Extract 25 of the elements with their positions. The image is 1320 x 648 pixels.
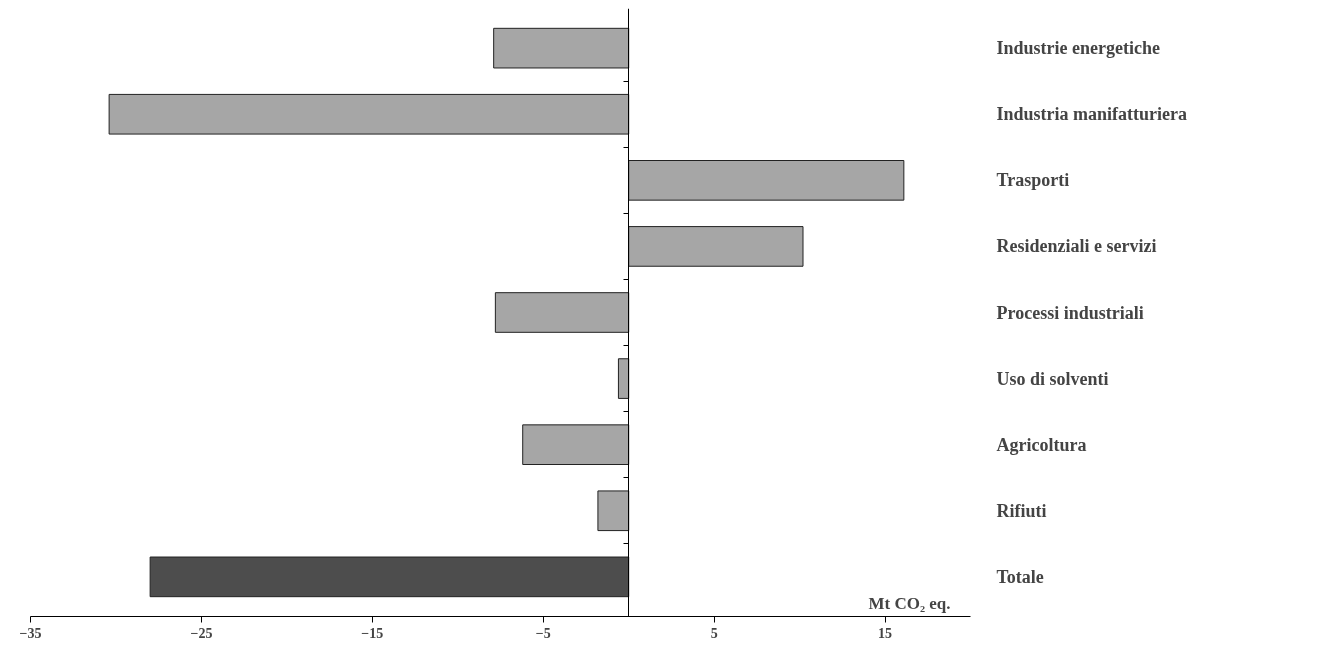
bar [597,490,630,532]
x-tick-label: 5 [710,625,718,641]
bar [108,93,630,135]
x-tick-label: −25 [190,625,213,641]
x-tick-label: −15 [361,625,384,641]
y-tick-label: Industria manifatturiera [996,104,1187,125]
y-tick-label: Agricoltura [996,434,1087,455]
x-tick-label: 15 [878,625,893,641]
bar [628,160,905,201]
bar [522,424,630,465]
y-tick-label: Residenziali e servizi [996,236,1157,257]
bar [628,226,804,267]
bar [493,27,630,69]
y-tick-label: Uso di solventi [996,368,1109,389]
y-tick-label: Trasporti [996,170,1070,191]
y-tick-label: Rifiuti [996,500,1047,521]
x-tick-label: −35 [19,625,42,641]
bar [617,358,630,399]
bar [494,292,630,333]
bar [149,556,630,598]
y-tick-label: Totale [996,566,1044,587]
y-tick-label: Processi industriali [996,302,1144,323]
y-tick-label: Industrie energetiche [996,38,1160,59]
x-tick-label: −5 [535,625,551,641]
x-axis-title: Mt CO₂ eq. [868,594,951,614]
